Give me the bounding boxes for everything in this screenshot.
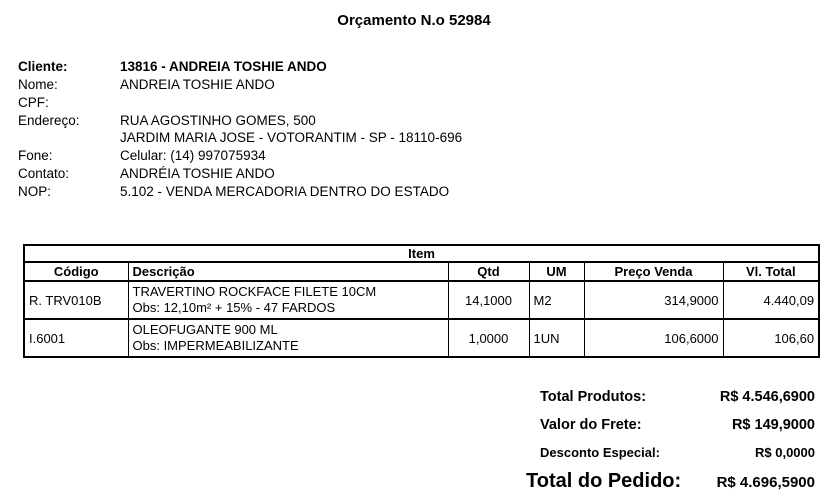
- column-header-codigo: Código: [23, 261, 129, 282]
- client-info-section: Cliente: 13816 - ANDREIA TOSHIE ANDO Nom…: [18, 58, 828, 200]
- valor-frete-row: Valor do Frete: R$ 149,9000: [540, 416, 815, 434]
- field-value-contato: ANDRÉIA TOSHIE ANDO: [120, 166, 275, 181]
- field-label-endereco: Endereço:: [18, 113, 80, 128]
- item-descricao-text: TRAVERTINO ROCKFACE FILETE 10CM: [132, 284, 377, 299]
- field-value-nop: 5.102 - VENDA MERCADORIA DENTRO DO ESTAD…: [120, 184, 450, 199]
- field-label-cpf: CPF:: [18, 95, 49, 110]
- item-preco-venda: 314,9000: [583, 280, 724, 320]
- item-descricao-text: OLEOFUGANTE 900 ML: [132, 322, 278, 337]
- field-value-cliente: 13816 - ANDREIA TOSHIE ANDO: [120, 59, 327, 74]
- field-label-fone: Fone:: [18, 148, 53, 163]
- address-line-1: RUA AGOSTINHO GOMES, 500: [120, 113, 316, 128]
- client-field-endereco: Endereço: RUA AGOSTINHO GOMES, 500 JARDI…: [18, 112, 828, 146]
- client-field-nome: Nome: ANDREIA TOSHIE ANDO: [18, 76, 828, 93]
- column-header-qtd: Qtd: [447, 261, 530, 282]
- client-field-contato: Contato: ANDRÉIA TOSHIE ANDO: [18, 165, 828, 182]
- field-value-endereco: RUA AGOSTINHO GOMES, 500 JARDIM MARIA JO…: [120, 112, 828, 146]
- field-label-contato: Contato:: [18, 166, 70, 181]
- item-table-section-row: Item: [23, 244, 820, 263]
- client-field-cpf: CPF:: [18, 94, 828, 111]
- valor-frete-label: Valor do Frete:: [540, 417, 642, 433]
- client-field-fone: Fone: Celular: (14) 997075934: [18, 147, 828, 164]
- document-title: Orçamento N.o 52984: [337, 12, 491, 29]
- valor-frete-value: R$ 149,9000: [731, 417, 815, 433]
- item-um: M2: [528, 280, 585, 320]
- totals-section: Total Produtos: R$ 4.546,6900 Valor do F…: [526, 388, 815, 492]
- column-header-vl-total: Vl. Total: [722, 261, 820, 282]
- item-table-header-row: Código Descrição Qtd UM Preço Venda Vl. …: [23, 261, 820, 282]
- item-obs-text: Obs: IMPERMEABILIZANTE: [132, 338, 299, 353]
- item-table: Item Código Descrição Qtd UM Preço Venda…: [23, 244, 821, 358]
- column-header-preco-venda: Preço Venda: [583, 261, 724, 282]
- item-vl-total: 4.440,09: [722, 280, 820, 320]
- desconto-especial-value: R$ 0,0000: [755, 445, 815, 460]
- field-value-nome: ANDREIA TOSHIE ANDO: [120, 77, 275, 92]
- item-codigo: I.6001: [23, 318, 129, 358]
- item-um: 1UN: [528, 318, 585, 358]
- item-row: R. TRV010B TRAVERTINO ROCKFACE FILETE 10…: [23, 280, 820, 320]
- item-descricao: TRAVERTINO ROCKFACE FILETE 10CM Obs: 12,…: [127, 280, 449, 320]
- item-descricao: OLEOFUGANTE 900 ML Obs: IMPERMEABILIZANT…: [127, 318, 449, 358]
- item-row: I.6001 OLEOFUGANTE 900 ML Obs: IMPERMEAB…: [23, 318, 820, 358]
- item-preco-venda: 106,6000: [583, 318, 724, 358]
- desconto-especial-label: Desconto Especial:: [540, 445, 660, 460]
- item-table-section-title: Item: [23, 244, 820, 263]
- client-field-nop: NOP: 5.102 - VENDA MERCADORIA DENTRO DO …: [18, 183, 828, 200]
- total-pedido-value: R$ 4.696,5900: [716, 474, 815, 491]
- address-line-2: JARDIM MARIA JOSE - VOTORANTIM - SP - 18…: [120, 130, 463, 145]
- total-produtos-row: Total Produtos: R$ 4.546,6900: [540, 388, 815, 406]
- item-obs-text: Obs: 12,10m² + 15% - 47 FARDOS: [132, 300, 336, 315]
- item-qtd: 14,1000: [447, 280, 530, 320]
- item-vl-total: 106,60: [722, 318, 820, 358]
- column-header-descricao: Descrição: [127, 261, 449, 282]
- field-value-cpf: [120, 94, 828, 111]
- item-codigo: R. TRV010B: [23, 280, 129, 320]
- field-label-cliente: Cliente:: [18, 59, 68, 74]
- total-pedido-row: Total do Pedido: R$ 4.696,5900: [526, 470, 815, 492]
- client-field-cliente: Cliente: 13816 - ANDREIA TOSHIE ANDO: [18, 58, 828, 75]
- total-produtos-label: Total Produtos:: [540, 389, 647, 405]
- field-value-fone: Celular: (14) 997075934: [120, 148, 266, 163]
- desconto-especial-row: Desconto Especial: R$ 0,0000: [540, 444, 815, 462]
- field-label-nome: Nome:: [18, 77, 58, 92]
- total-produtos-value: R$ 4.546,6900: [719, 389, 815, 405]
- column-header-um: UM: [528, 261, 585, 282]
- orcamento-document: Orçamento N.o 52984 Cliente: 13816 - AND…: [0, 12, 828, 500]
- total-pedido-label: Total do Pedido:: [526, 470, 682, 492]
- field-label-nop: NOP:: [18, 184, 52, 199]
- item-qtd: 1,0000: [447, 318, 530, 358]
